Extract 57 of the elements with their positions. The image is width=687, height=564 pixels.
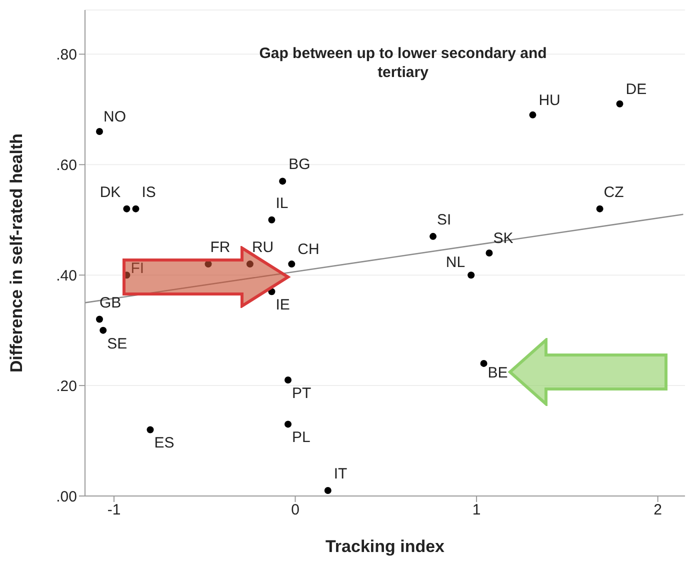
annotation: FI bbox=[130, 260, 144, 278]
point bbox=[279, 178, 286, 185]
x-tick-label: 1 bbox=[472, 502, 481, 519]
point bbox=[468, 272, 475, 279]
point bbox=[529, 111, 536, 118]
point bbox=[146, 426, 154, 434]
y-tick-label: .40 bbox=[56, 267, 77, 284]
x-tick-label: 0 bbox=[291, 502, 300, 519]
point bbox=[284, 376, 292, 384]
annotation: NL bbox=[446, 254, 466, 272]
annotation: DK bbox=[100, 184, 121, 201]
point bbox=[100, 326, 107, 334]
annotation: CH bbox=[298, 241, 320, 258]
annotation: PT bbox=[292, 385, 312, 402]
point bbox=[288, 260, 296, 268]
annotation: IL bbox=[276, 194, 288, 212]
annotation: GB bbox=[100, 294, 122, 312]
y-tick-label: .60 bbox=[56, 156, 77, 174]
point bbox=[284, 420, 292, 428]
point bbox=[132, 205, 140, 212]
annotation: DE bbox=[626, 80, 647, 98]
y-tick-label: .00 bbox=[56, 488, 77, 506]
annotation: IT bbox=[334, 465, 348, 482]
annotation: BG bbox=[288, 156, 310, 174]
point bbox=[204, 260, 212, 268]
point bbox=[324, 486, 332, 494]
point bbox=[96, 128, 103, 135]
point bbox=[268, 216, 276, 224]
x-tick-label: 2 bbox=[654, 502, 662, 519]
point bbox=[123, 205, 130, 212]
annotation: ES bbox=[154, 434, 174, 452]
y-axis-title: Difference in self-rated health bbox=[7, 133, 26, 373]
annotation: CZ bbox=[604, 184, 624, 201]
annotation: PL bbox=[292, 429, 310, 446]
point bbox=[596, 205, 604, 212]
annotation: BE bbox=[488, 364, 508, 382]
point bbox=[96, 316, 103, 323]
annotation: FR bbox=[210, 239, 230, 256]
annotation: HU bbox=[538, 92, 560, 109]
x-tick-label: -1 bbox=[107, 502, 121, 519]
point bbox=[268, 288, 276, 296]
annotation: IS bbox=[142, 184, 156, 201]
annotation: SK bbox=[493, 230, 514, 247]
text: Gap between up to lower secondary and tertiary bbox=[258, 44, 548, 82]
point bbox=[480, 360, 488, 367]
annotation: SI bbox=[437, 211, 452, 228]
y-tick-label: .20 bbox=[56, 378, 77, 395]
point bbox=[486, 250, 493, 256]
annotation: SE bbox=[107, 335, 128, 352]
annotation: RU bbox=[252, 239, 274, 256]
point bbox=[616, 100, 624, 108]
annotation: NO bbox=[104, 108, 126, 126]
x-axis-title: Tracking index bbox=[325, 537, 446, 556]
point bbox=[430, 232, 437, 240]
y-tick-label: .80 bbox=[56, 46, 77, 64]
point bbox=[246, 260, 254, 268]
annotation: IE bbox=[276, 296, 290, 314]
